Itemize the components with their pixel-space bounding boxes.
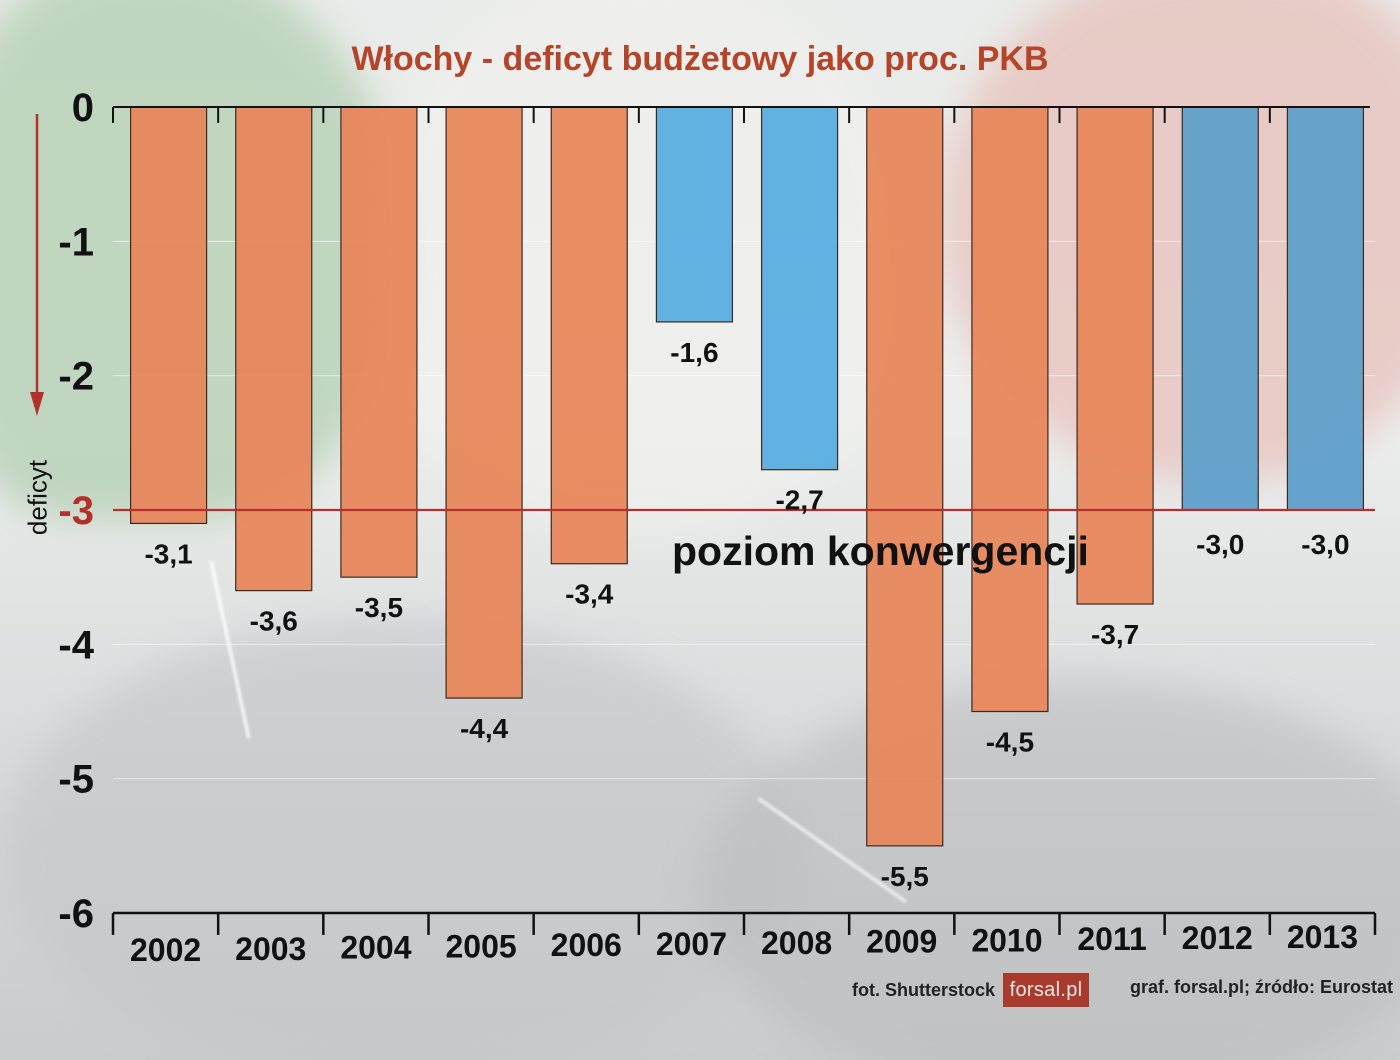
y-tick-label: -1 [58, 220, 94, 264]
value-labels: -3,1 -3,6 -3,5 -4,4 -3,4 -1,6 -2,7 -5,5 -4,5 -3,7… [144, 337, 1349, 892]
x-tick-label-2003: 2003 [235, 931, 306, 967]
x-tick-label-2013: 2013 [1287, 919, 1358, 955]
value-label-2006: -3,4 [565, 579, 614, 610]
convergence-level-label: poziom konwergencji [672, 528, 1089, 574]
y-tick-label: -5 [58, 758, 94, 802]
bar-2007 [655, 106, 734, 323]
bar-2011 [1076, 106, 1154, 605]
x-tick-label-2012: 2012 [1182, 920, 1253, 956]
value-label-2013: -3,0 [1301, 529, 1349, 560]
bar-2004 [340, 106, 418, 578]
y-tick-label: -4 [58, 623, 94, 667]
value-label-2010: -4,5 [986, 727, 1034, 758]
y-tick-label: -3 [58, 489, 94, 533]
x-axis [111, 106, 1377, 935]
x-tick-label-2009: 2009 [866, 924, 937, 960]
value-label-2002: -3,1 [144, 538, 192, 569]
storm-cloud-background [0, 620, 800, 1060]
bar-2008 [760, 106, 839, 471]
bar-2005 [445, 106, 523, 699]
x-tick-label-2006: 2006 [551, 927, 622, 963]
y-axis-arrow [30, 114, 44, 416]
x-tick-label-2002: 2002 [130, 932, 201, 968]
value-label-2005: -4,4 [460, 713, 509, 744]
y-tick-labels: 0 -1 -2 -3 -4 -5 -6 [58, 86, 94, 936]
bar-2013 [1286, 106, 1365, 511]
x-tick-label-2007: 2007 [656, 926, 727, 962]
bar-2006 [550, 106, 628, 565]
x-tick-labels: 2002 2003 2004 2005 2006 2007 2008 2009 2010 2011… [130, 919, 1358, 968]
x-tick-label-2008: 2008 [761, 925, 832, 961]
y-tick-label: -6 [58, 892, 94, 936]
value-label-2009: -5,5 [881, 861, 929, 892]
source-credit: graf. forsal.pl; źródło: Eurostat [1130, 977, 1394, 997]
bar-2009 [866, 106, 944, 847]
y-axis-label: deficyt [22, 459, 53, 536]
bars [113, 106, 1375, 847]
photo-credit: fot. Shutterstock [852, 980, 996, 1000]
value-label-2003: -3,6 [250, 606, 298, 637]
y-tick-label: -2 [58, 355, 94, 399]
bar-2012 [1181, 106, 1259, 511]
value-label-2007: -1,6 [670, 337, 718, 368]
value-label-2008: -2,7 [775, 485, 823, 516]
forsal-logo: forsal.pl [1003, 973, 1089, 1007]
chart-title: Włochy - deficyt budżetowy jako proc. PK… [351, 40, 1049, 78]
bar-2010 [971, 106, 1049, 713]
bar-2003 [235, 106, 313, 592]
x-tick-label-2011: 2011 [1077, 921, 1146, 957]
value-label-2012: -3,0 [1196, 529, 1244, 560]
x-tick-label-2005: 2005 [445, 928, 516, 964]
value-label-2011: -3,7 [1091, 619, 1139, 650]
value-label-2004: -3,5 [355, 592, 403, 623]
x-tick-label-2010: 2010 [971, 922, 1042, 958]
bar-2002 [129, 106, 208, 525]
y-tick-label: 0 [72, 86, 94, 130]
x-tick-label-2004: 2004 [340, 930, 411, 966]
arrow-down-icon [30, 392, 44, 416]
